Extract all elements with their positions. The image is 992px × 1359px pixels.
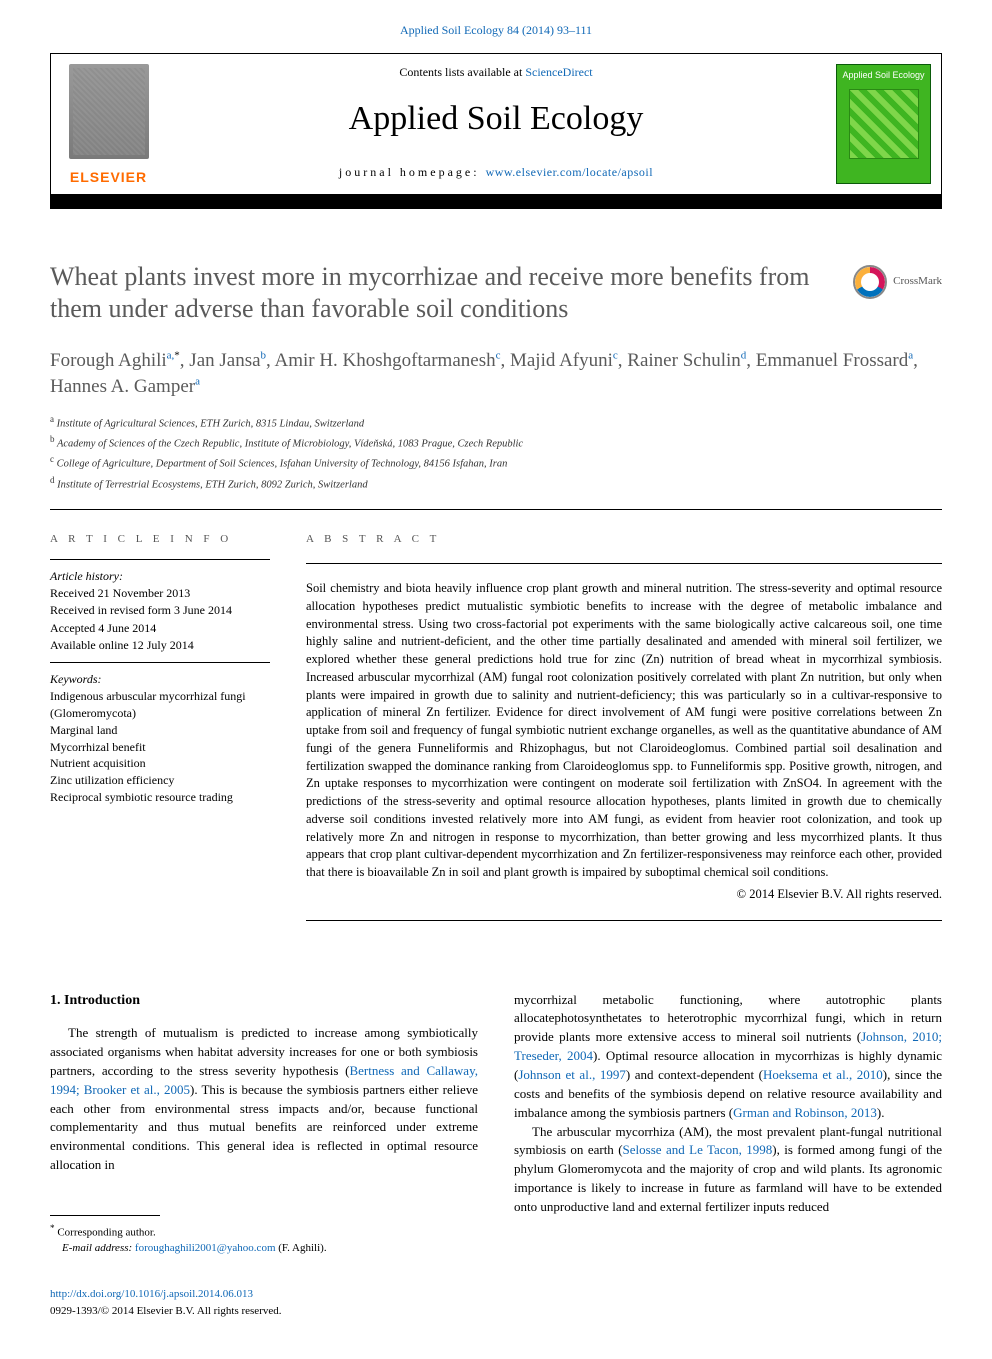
journal-header-box: ELSEVIER Contents lists available at Sci… — [50, 53, 942, 195]
crossmark-widget[interactable]: CrossMark — [853, 261, 942, 299]
cover-art-icon — [849, 89, 919, 159]
keyword: Reciprocal symbiotic resource trading — [50, 789, 270, 806]
author-aff[interactable]: b — [261, 349, 267, 361]
article-info-heading: A R T I C L E I N F O — [50, 532, 270, 547]
header-black-bar — [50, 195, 942, 209]
history-lines: Received 21 November 2013 Received in re… — [50, 585, 270, 655]
author: Jan Jansa — [189, 350, 260, 371]
affiliation-list: a Institute of Agricultural Sciences, ET… — [50, 413, 942, 493]
journal-cover-thumb: Applied Soil Ecology — [836, 64, 931, 184]
text-run: ) and context-dependent ( — [626, 1067, 763, 1082]
homepage-label: journal homepage: — [339, 165, 486, 179]
history-received: Received 21 November 2013 — [50, 585, 270, 602]
article-info-column: A R T I C L E I N F O Article history: R… — [50, 532, 270, 937]
volume-citation-line: Applied Soil Ecology 84 (2014) 93–111 — [0, 0, 992, 53]
abstract-column: A B S T R A C T Soil chemistry and biota… — [306, 532, 942, 937]
corresponding-author-footnote: * Corresponding author. E-mail address: … — [50, 1222, 478, 1256]
divider — [50, 509, 942, 510]
contents-line: Contents lists available at ScienceDirec… — [166, 64, 826, 81]
footnote-corr-label: Corresponding author. — [57, 1227, 155, 1239]
paragraph: The arbuscular mycorrhiza (AM), the most… — [514, 1123, 942, 1217]
affiliation: c College of Agriculture, Department of … — [50, 453, 942, 472]
email-suffix: (F. Aghili). — [276, 1242, 327, 1254]
page-footer: http://dx.doi.org/10.1016/j.apsoil.2014.… — [50, 1286, 942, 1319]
history-revised: Received in revised form 3 June 2014 — [50, 602, 270, 619]
keywords-label: Keywords: — [50, 671, 270, 688]
citation-link[interactable]: Grman and Robinson, 2013 — [733, 1105, 877, 1120]
homepage-line: journal homepage: www.elsevier.com/locat… — [166, 164, 826, 181]
homepage-link[interactable]: www.elsevier.com/locate/apsoil — [486, 165, 654, 179]
elsevier-logo: ELSEVIER — [64, 168, 154, 188]
body-two-columns: 1. Introduction The strength of mutualis… — [50, 991, 942, 1257]
author-aff[interactable]: a — [195, 376, 200, 388]
keyword: Nutrient acquisition — [50, 755, 270, 772]
header-center: Contents lists available at ScienceDirec… — [166, 54, 826, 194]
author: Rainer Schulin — [627, 350, 740, 371]
section-heading: 1. Introduction — [50, 991, 478, 1011]
author-aff[interactable]: c — [613, 349, 618, 361]
author-aff[interactable]: c — [496, 349, 501, 361]
abstract-body: Soil chemistry and biota heavily influen… — [306, 581, 942, 879]
history-label: Article history: — [50, 568, 270, 585]
title-row: Wheat plants invest more in mycorrhizae … — [50, 261, 942, 326]
footnote-separator — [50, 1215, 160, 1216]
author-aff[interactable]: a — [908, 349, 913, 361]
keyword: Mycorrhizal benefit — [50, 739, 270, 756]
affiliation: b Academy of Sciences of the Czech Repub… — [50, 433, 942, 452]
left-column: 1. Introduction The strength of mutualis… — [50, 991, 478, 1257]
copyright-line: © 2014 Elsevier B.V. All rights reserved… — [306, 886, 942, 904]
elsevier-tree-icon — [69, 64, 149, 159]
cover-col: Applied Soil Ecology — [826, 54, 941, 194]
info-abstract-row: A R T I C L E I N F O Article history: R… — [50, 532, 942, 937]
email-label: E-mail address: — [62, 1242, 135, 1254]
issn-copyright-line: 0929-1393/© 2014 Elsevier B.V. All right… — [50, 1303, 942, 1320]
right-column: mycorrhizal metabolic functioning, where… — [514, 991, 942, 1257]
affiliation: a Institute of Agricultural Sciences, ET… — [50, 413, 942, 432]
divider — [50, 662, 270, 663]
corresponding-email-link[interactable]: foroughaghili2001@yahoo.com — [135, 1242, 276, 1254]
article-area: Wheat plants invest more in mycorrhizae … — [50, 209, 942, 1257]
history-online: Available online 12 July 2014 — [50, 637, 270, 654]
divider — [306, 563, 942, 564]
divider — [306, 920, 942, 921]
author: Hannes A. Gamper — [50, 376, 195, 397]
keyword: Indigenous arbuscular mycorrhizal fungi … — [50, 688, 270, 722]
keywords-list: Indigenous arbuscular mycorrhizal fungi … — [50, 688, 270, 806]
cover-title: Applied Soil Ecology — [842, 71, 924, 81]
keyword: Zinc utilization efficiency — [50, 772, 270, 789]
article-title: Wheat plants invest more in mycorrhizae … — [50, 261, 833, 326]
author: Forough Aghili — [50, 350, 167, 371]
history-accepted: Accepted 4 June 2014 — [50, 620, 270, 637]
paragraph: The strength of mutualism is predicted t… — [50, 1024, 478, 1175]
publisher-col: ELSEVIER — [51, 54, 166, 194]
author: Amir H. Khoshgoftarmanesh — [274, 350, 495, 371]
citation-link[interactable]: Johnson et al., 1997 — [518, 1067, 626, 1082]
citation-link[interactable]: Selosse and Le Tacon, 1998 — [623, 1142, 773, 1157]
corresponding-star-icon[interactable]: * — [174, 349, 180, 361]
crossmark-icon — [853, 265, 887, 299]
affiliation: d Institute of Terrestrial Ecosystems, E… — [50, 474, 942, 493]
keyword: Marginal land — [50, 722, 270, 739]
author-list: Forough Aghilia,*, Jan Jansab, Amir H. K… — [50, 348, 942, 401]
author-aff[interactable]: d — [741, 349, 747, 361]
divider — [50, 559, 270, 560]
journal-title: Applied Soil Ecology — [166, 95, 826, 143]
author: Emmanuel Frossard — [756, 350, 909, 371]
doi-link[interactable]: http://dx.doi.org/10.1016/j.apsoil.2014.… — [50, 1288, 253, 1300]
citation-link[interactable]: Hoeksema et al., 2010 — [763, 1067, 883, 1082]
sciencedirect-link[interactable]: ScienceDirect — [525, 65, 592, 79]
abstract-heading: A B S T R A C T — [306, 532, 942, 547]
abstract-text: Soil chemistry and biota heavily influen… — [306, 580, 942, 904]
text-run: ). — [877, 1105, 885, 1120]
crossmark-label: CrossMark — [893, 274, 942, 289]
paragraph: mycorrhizal metabolic functioning, where… — [514, 991, 942, 1123]
author: Majid Afyuni — [510, 350, 613, 371]
contents-prefix: Contents lists available at — [399, 65, 525, 79]
